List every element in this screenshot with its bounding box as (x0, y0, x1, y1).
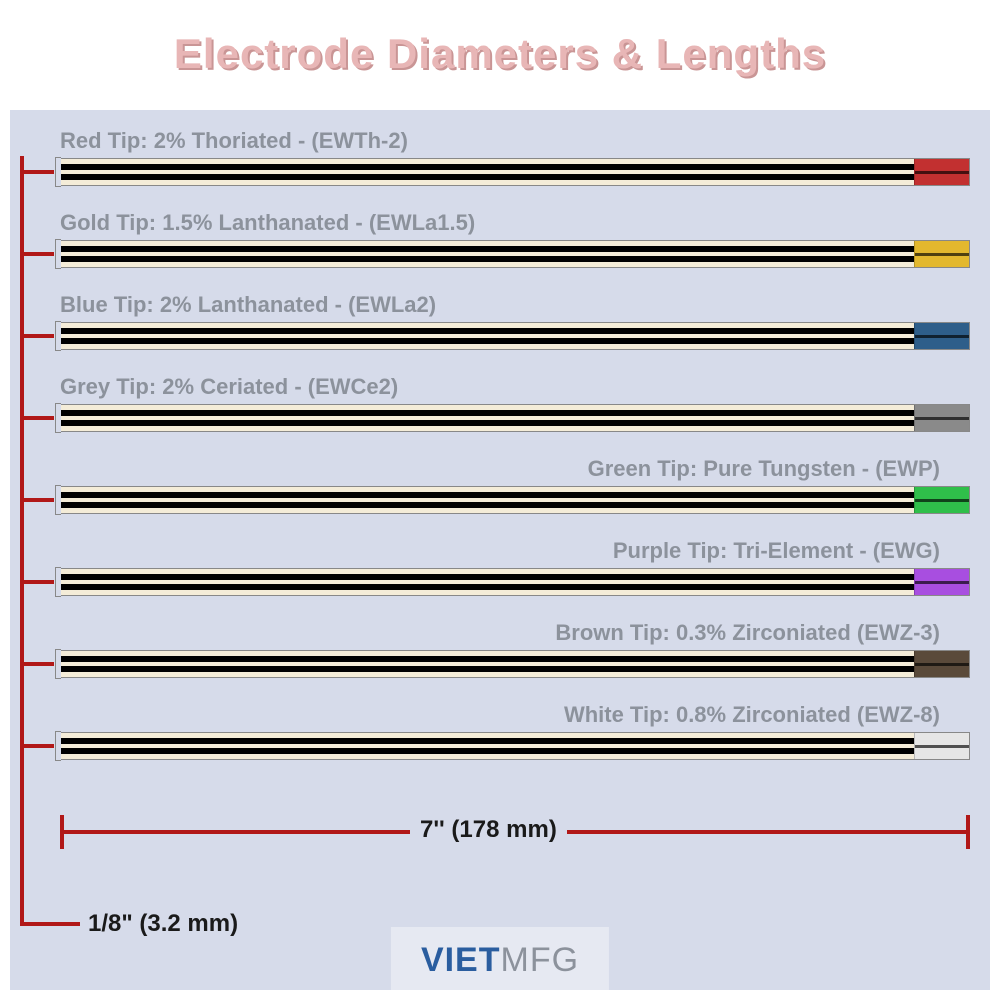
electrode-body (60, 486, 970, 514)
length-dim-label: 7'' (178 mm) (410, 816, 567, 844)
electrode-tip (914, 405, 969, 431)
electrode-tip (914, 651, 969, 677)
diameter-connector-vline (20, 156, 24, 926)
electrode-stripe (61, 738, 969, 744)
electrode-cap (55, 403, 61, 433)
electrode-cap (55, 567, 61, 597)
logo-grey: MFG (501, 941, 580, 979)
electrode-label: White Tip: 0.8% Zirconiated (EWZ-8) (60, 702, 970, 728)
electrode-stripe (61, 164, 969, 170)
length-dim-tick-left (60, 815, 64, 849)
electrode-stripe (61, 256, 969, 262)
electrode-body (60, 240, 970, 268)
tip-stripe (915, 335, 969, 338)
logo-blue: VIET (421, 941, 501, 979)
tip-stripe (915, 581, 969, 584)
electrode-stripe (61, 584, 969, 590)
electrode-stripe (61, 574, 969, 580)
electrode-body (60, 404, 970, 432)
tip-stripe (915, 171, 969, 174)
electrode-label: Brown Tip: 0.3% Zirconiated (EWZ-3) (60, 620, 970, 646)
tip-stripe (915, 745, 969, 748)
electrode-cap (55, 157, 61, 187)
electrode-stripe (61, 420, 969, 426)
electrode-stripe (61, 656, 969, 662)
electrode-tip (914, 733, 969, 759)
electrode-stripe (61, 174, 969, 180)
electrode-label: Purple Tip: Tri-Element - (EWG) (60, 538, 970, 564)
electrode-stripe (61, 328, 969, 334)
electrode-row: Green Tip: Pure Tungsten - (EWP) (60, 456, 970, 514)
electrode-tip (914, 323, 969, 349)
diameter-connector-branch (20, 170, 54, 174)
electrode-tip (914, 569, 969, 595)
electrode-body (60, 158, 970, 186)
electrode-row: Brown Tip: 0.3% Zirconiated (EWZ-3) (60, 620, 970, 678)
electrode-stripe (61, 410, 969, 416)
diameter-connector-branch (20, 252, 54, 256)
diameter-connector-branch (20, 416, 54, 420)
electrode-cap (55, 485, 61, 515)
electrode-stripe (61, 748, 969, 754)
electrode-stripe (61, 492, 969, 498)
length-dim-tick-right (966, 815, 970, 849)
electrode-body (60, 568, 970, 596)
electrode-label: Grey Tip: 2% Ceriated - (EWCe2) (60, 374, 970, 400)
brand-logo: VIETMFG (391, 927, 609, 990)
diagram-area: Red Tip: 2% Thoriated - (EWTh-2) Gold Tip… (10, 110, 990, 990)
tip-stripe (915, 663, 969, 666)
diameter-connector-branch (20, 662, 54, 666)
tip-stripe (915, 417, 969, 420)
electrode-cap (55, 239, 61, 269)
electrode-row: Red Tip: 2% Thoriated - (EWTh-2) (60, 128, 970, 186)
diameter-dim-label: 1/8" (3.2 mm) (88, 910, 238, 938)
electrode-row: Purple Tip: Tri-Element - (EWG) (60, 538, 970, 596)
diameter-connector-branch (20, 744, 54, 748)
electrode-body (60, 732, 970, 760)
electrode-stripe (61, 246, 969, 252)
electrode-row: Grey Tip: 2% Ceriated - (EWCe2) (60, 374, 970, 432)
diameter-connector-branch (20, 580, 54, 584)
page-title: Electrode Diameters & Lengths (0, 0, 1000, 98)
electrode-stripe (61, 338, 969, 344)
electrode-row: Gold Tip: 1.5% Lanthanated - (EWLa1.5) (60, 210, 970, 268)
electrode-tip (914, 241, 969, 267)
electrode-label: Gold Tip: 1.5% Lanthanated - (EWLa1.5) (60, 210, 970, 236)
electrode-label: Red Tip: 2% Thoriated - (EWTh-2) (60, 128, 970, 154)
electrode-row: White Tip: 0.8% Zirconiated (EWZ-8) (60, 702, 970, 760)
diameter-connector-branch (20, 498, 54, 502)
electrode-row: Blue Tip: 2% Lanthanated - (EWLa2) (60, 292, 970, 350)
electrode-label: Blue Tip: 2% Lanthanated - (EWLa2) (60, 292, 970, 318)
electrode-tip (914, 487, 969, 513)
electrode-body (60, 650, 970, 678)
tip-stripe (915, 499, 969, 502)
electrode-tip (914, 159, 969, 185)
diameter-connector-hline (20, 922, 80, 926)
electrode-label: Green Tip: Pure Tungsten - (EWP) (60, 456, 970, 482)
electrode-stripe (61, 502, 969, 508)
tip-stripe (915, 253, 969, 256)
electrode-cap (55, 731, 61, 761)
electrode-cap (55, 321, 61, 351)
electrode-body (60, 322, 970, 350)
electrode-stripe (61, 666, 969, 672)
electrode-cap (55, 649, 61, 679)
diameter-connector-branch (20, 334, 54, 338)
